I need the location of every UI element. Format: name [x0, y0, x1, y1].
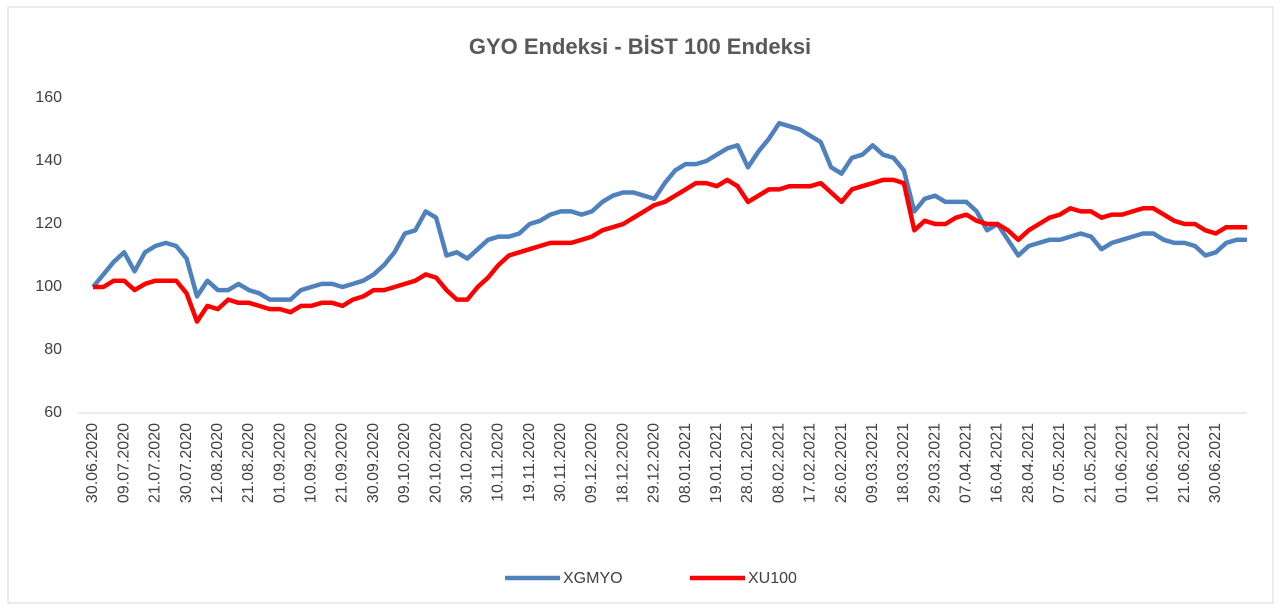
x-tick-label: 19.11.2020 [521, 423, 538, 502]
y-tick-label: 100 [35, 278, 62, 295]
line-series [93, 177, 1247, 324]
x-tick-label: 30.11.2020 [552, 423, 569, 502]
x-tick-label: 21.06.2021 [1176, 423, 1193, 503]
x-tick-label: 09.03.2021 [864, 423, 881, 503]
x-tick-label: 30.10.2020 [458, 423, 475, 503]
x-tick-label: 16.04.2021 [989, 423, 1006, 503]
x-tick-label: 10.11.2020 [490, 423, 507, 502]
x-tick-label: 30.09.2020 [365, 423, 382, 503]
x-tick-label: 07.05.2021 [1051, 423, 1068, 503]
y-tick-label: 60 [44, 404, 62, 421]
x-tick-label: 17.02.2021 [802, 423, 819, 503]
x-tick-label: 29.03.2021 [926, 423, 943, 503]
line-series [91, 120, 1247, 302]
y-tick-label: 80 [44, 341, 62, 358]
x-tick-label: 01.09.2020 [271, 423, 288, 503]
x-tick-label: 26.02.2021 [833, 423, 850, 503]
x-tick-label: 29.12.2020 [646, 423, 663, 503]
chart-title: GYO Endeksi - BİST 100 Endeksi [469, 34, 811, 59]
x-tick-label: 28.01.2021 [739, 423, 756, 503]
legend-label: XU100 [748, 570, 797, 587]
x-tick-label: 08.01.2021 [677, 423, 694, 503]
x-tick-label: 09.07.2020 [115, 423, 132, 503]
x-tick-label: 09.10.2020 [396, 423, 413, 503]
x-tick-label: 01.06.2021 [1113, 423, 1130, 503]
x-tick-label: 08.02.2021 [770, 423, 787, 503]
x-tick-label: 30.06.2020 [84, 423, 101, 503]
x-tick-label: 21.09.2020 [334, 423, 351, 503]
x-tick-label: 21.05.2021 [1082, 423, 1099, 503]
x-tick-label: 10.09.2020 [303, 423, 320, 503]
x-tick-label: 12.08.2020 [209, 423, 226, 503]
legend-label: XGMYO [563, 570, 623, 587]
x-tick-label: 30.07.2020 [178, 423, 195, 503]
x-tick-label: 18.03.2021 [895, 423, 912, 503]
y-tick-label: 160 [35, 89, 62, 106]
x-tick-label: 07.04.2021 [958, 423, 975, 503]
x-tick-label: 21.07.2020 [147, 423, 164, 503]
x-tick-label: 28.04.2021 [1020, 423, 1037, 503]
x-tick-label: 21.08.2020 [240, 423, 257, 503]
y-tick-label: 120 [35, 215, 62, 232]
x-tick-label: 20.10.2020 [427, 423, 444, 503]
y-tick-label: 140 [35, 152, 62, 169]
x-tick-label: 09.12.2020 [583, 423, 600, 503]
x-tick-label: 18.12.2020 [614, 423, 631, 503]
x-tick-label: 30.06.2021 [1207, 423, 1224, 503]
x-tick-label: 10.06.2021 [1145, 423, 1162, 503]
chart-border [7, 6, 1274, 604]
x-tick-label: 19.01.2021 [708, 423, 725, 503]
